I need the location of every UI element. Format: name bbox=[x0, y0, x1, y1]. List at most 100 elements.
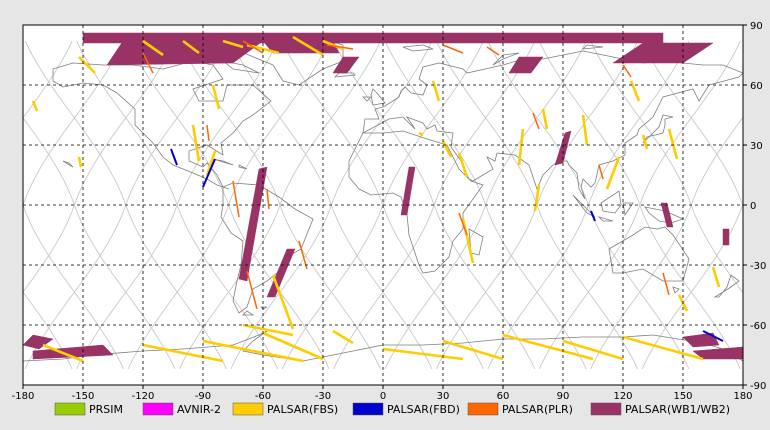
y-tick-label: -30 bbox=[750, 261, 766, 272]
palsar-fbs-swath bbox=[242, 323, 294, 337]
legend-label-prism: PRSIM bbox=[89, 403, 123, 416]
palsar-plr-swath bbox=[598, 164, 604, 180]
palsar-plr-swath bbox=[326, 44, 354, 50]
land-outline bbox=[260, 306, 268, 310]
latitude-tick-labels: 90 60 30 0 -30 -60 -90 bbox=[743, 21, 766, 392]
palsar-fbs-swath bbox=[182, 39, 200, 55]
palsar-plr-swath bbox=[142, 52, 154, 74]
palsar-fbs-swath bbox=[711, 266, 721, 288]
land-outline bbox=[622, 202, 634, 217]
palsar-fbs-swath bbox=[641, 134, 649, 150]
x-tick-label: -60 bbox=[255, 391, 271, 402]
x-tick-label: -150 bbox=[72, 391, 95, 402]
y-tick-label: 0 bbox=[750, 201, 756, 212]
x-tick-label: -180 bbox=[12, 391, 35, 402]
legend-label-palsar_fbs: PALSAR(FBS) bbox=[267, 403, 338, 416]
palsar-wb-swath bbox=[23, 334, 54, 350]
palsar-fbd-swath bbox=[202, 158, 216, 188]
land-outline bbox=[362, 96, 372, 102]
land-outline bbox=[62, 160, 74, 168]
palsar-fbs-swath bbox=[441, 140, 453, 158]
palsar-fbs-swath bbox=[457, 152, 469, 178]
orbit-track bbox=[23, 40, 73, 119]
palsar-fbs-swath bbox=[461, 218, 475, 264]
legend-swatch-palsar_fbs bbox=[232, 402, 264, 416]
palsar-fbs-swath bbox=[42, 343, 84, 363]
palsar-fbs-swath bbox=[533, 184, 541, 212]
legend-swatch-avnir2 bbox=[142, 402, 174, 416]
x-tick-label: -120 bbox=[132, 391, 155, 402]
legend-swatch-palsar_fbd bbox=[352, 402, 384, 416]
palsar-fbs-swath bbox=[271, 274, 295, 330]
palsar-plr-swath bbox=[298, 240, 308, 270]
orbit-track bbox=[23, 203, 124, 370]
x-tick-label: -30 bbox=[315, 391, 331, 402]
palsar-fbs-swath bbox=[332, 329, 354, 345]
palsar-plr-swath bbox=[246, 270, 258, 310]
palsar-fbs-swath bbox=[262, 331, 324, 361]
palsar-plr-swath bbox=[622, 64, 632, 78]
palsar-fbs-swath bbox=[205, 150, 217, 176]
orbit-track bbox=[179, 40, 381, 370]
palsar-fbs-swath bbox=[77, 156, 83, 168]
legend-label-palsar_plr: PALSAR(PLR) bbox=[502, 403, 573, 416]
land-outline bbox=[402, 44, 434, 52]
legend-swatch-prism bbox=[54, 402, 86, 416]
legend-swatch-palsar_wb bbox=[590, 402, 622, 416]
x-tick-label: 180 bbox=[733, 391, 752, 402]
land-outline bbox=[597, 216, 614, 222]
y-tick-label: -90 bbox=[750, 381, 766, 392]
palsar-fbs-swath bbox=[517, 128, 525, 166]
y-tick-label: 60 bbox=[750, 81, 763, 92]
palsar-fbs-swath bbox=[222, 39, 244, 49]
palsar-plr-swath bbox=[206, 124, 210, 142]
x-tick-label: 60 bbox=[497, 391, 510, 402]
palsar-plr-swath bbox=[662, 272, 670, 296]
orbit-tracks bbox=[23, 40, 743, 370]
palsar-wb-swath bbox=[400, 166, 416, 216]
land-outline bbox=[642, 114, 674, 144]
x-tick-label: 30 bbox=[437, 391, 450, 402]
land-outline bbox=[52, 60, 272, 190]
palsar-fbd-swath bbox=[702, 330, 724, 342]
y-tick-label: 30 bbox=[750, 141, 763, 152]
land-outline bbox=[572, 194, 596, 218]
land-outline bbox=[600, 190, 622, 214]
land-outline bbox=[713, 274, 740, 298]
palsar-wb-swath bbox=[238, 166, 268, 282]
palsar-fbs-swath bbox=[629, 80, 641, 102]
land-outline bbox=[468, 228, 484, 256]
orbit-track bbox=[23, 291, 73, 370]
land-outline bbox=[242, 310, 255, 316]
land-outline bbox=[212, 158, 234, 166]
land-outline bbox=[238, 164, 248, 170]
palsar-wb-swath bbox=[660, 202, 674, 228]
palsar-fbd-swath bbox=[170, 148, 178, 166]
y-tick-label: -60 bbox=[750, 321, 766, 332]
palsar-fbs-swath bbox=[502, 333, 594, 361]
palsar-fbs-swath bbox=[202, 339, 304, 363]
land-outline bbox=[222, 60, 260, 74]
orbit-track bbox=[23, 117, 176, 370]
legend-swatch-palsar_plr bbox=[467, 402, 499, 416]
palsar-fbs-swath bbox=[581, 114, 589, 146]
palsar-wb-swath bbox=[508, 56, 544, 74]
palsar-plr-swath bbox=[442, 44, 464, 54]
x-tick-label: 90 bbox=[557, 391, 570, 402]
palsar-fbs-swath bbox=[191, 124, 201, 162]
legend-label-palsar_wb: PALSAR(WB1/WB2) bbox=[625, 403, 730, 416]
palsar-fbs-swath bbox=[78, 56, 96, 74]
land-outline bbox=[672, 286, 680, 294]
palsar-fbs-swath bbox=[431, 80, 441, 102]
palsar-fbs-swath bbox=[142, 343, 224, 363]
observation-footprints bbox=[23, 32, 743, 363]
palsar-fbs-swath bbox=[667, 128, 679, 160]
palsar-wb-swath bbox=[722, 228, 730, 246]
orbit-track bbox=[23, 40, 124, 207]
palsar-wb-swath bbox=[266, 248, 296, 298]
land-outline bbox=[333, 72, 356, 78]
palsar-wb-swath bbox=[262, 40, 340, 54]
longitude-tick-labels: -180 -150 -120 -90 -60 -30 0 30 60 90 120 150 180 bbox=[12, 385, 753, 402]
palsar-wb-swath bbox=[32, 344, 114, 360]
